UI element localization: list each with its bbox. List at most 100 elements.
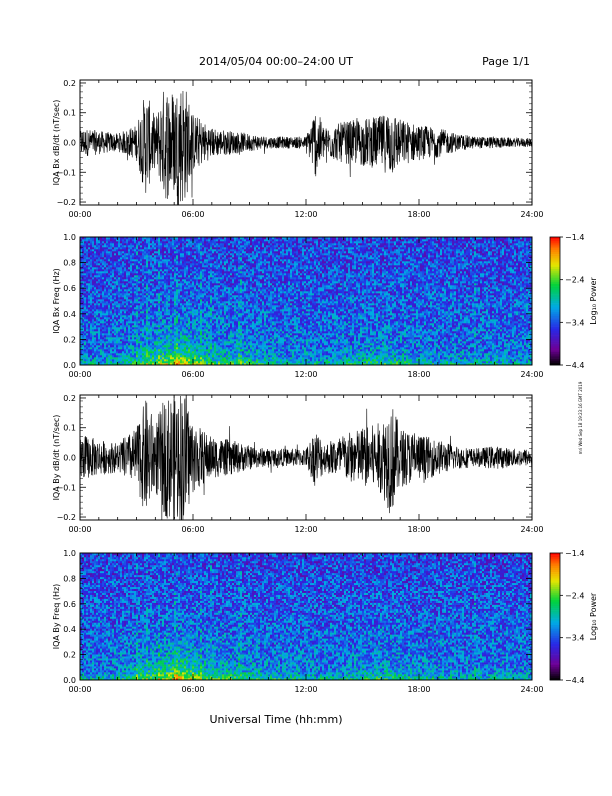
heatmap-cell	[222, 249, 224, 251]
heatmap-cell	[190, 271, 192, 273]
heatmap-cell	[110, 359, 112, 361]
heatmap-cell	[218, 359, 220, 361]
heatmap-cell	[148, 319, 150, 321]
heatmap-cell	[156, 281, 158, 283]
heatmap-cell	[118, 329, 120, 331]
heatmap-cell	[102, 349, 104, 351]
heatmap-cell	[124, 245, 126, 247]
heatmap-cell	[88, 359, 90, 361]
heatmap-cell	[204, 321, 206, 323]
heatmap-cell	[226, 269, 228, 271]
heatmap-cell	[216, 313, 218, 315]
heatmap-cell	[138, 315, 140, 317]
heatmap-cell	[86, 251, 88, 253]
heatmap-cell	[166, 247, 168, 249]
heatmap-cell	[198, 241, 200, 243]
heatmap-cell	[182, 273, 184, 275]
heatmap-cell	[210, 275, 212, 277]
heatmap-cell	[170, 273, 172, 275]
heatmap-cell	[156, 295, 158, 297]
heatmap-cell	[214, 355, 216, 357]
heatmap-cell	[204, 303, 206, 305]
heatmap-cell	[196, 267, 198, 269]
heatmap-cell	[120, 311, 122, 313]
heatmap-cell	[196, 277, 198, 279]
heatmap-cell	[92, 329, 94, 331]
heatmap-cell	[182, 239, 184, 241]
heatmap-cell	[118, 337, 120, 339]
heatmap-cell	[160, 285, 162, 287]
heatmap-cell	[186, 341, 188, 343]
heatmap-cell	[184, 305, 186, 307]
heatmap-cell	[146, 325, 148, 327]
heatmap-cell	[164, 283, 166, 285]
heatmap-cell	[202, 249, 204, 251]
heatmap-cell	[170, 327, 172, 329]
heatmap-cell	[198, 307, 200, 309]
heatmap-cell	[156, 313, 158, 315]
heatmap-cell	[174, 349, 176, 351]
heatmap-cell	[208, 337, 210, 339]
heatmap-cell	[220, 273, 222, 275]
heatmap-cell	[222, 313, 224, 315]
heatmap-cell	[186, 339, 188, 341]
heatmap-cell	[124, 279, 126, 281]
heatmap-cell	[226, 255, 228, 257]
heatmap-cell	[214, 265, 216, 267]
heatmap-cell	[208, 299, 210, 301]
heatmap-cell	[110, 297, 112, 299]
heatmap-cell	[118, 245, 120, 247]
heatmap-cell	[218, 331, 220, 333]
heatmap-cell	[182, 289, 184, 291]
heatmap-cell	[124, 275, 126, 277]
heatmap-cell	[192, 351, 194, 353]
heatmap-cell	[200, 241, 202, 243]
heatmap-cell	[136, 347, 138, 349]
heatmap-cell	[190, 239, 192, 241]
heatmap-cell	[94, 305, 96, 307]
heatmap-cell	[84, 259, 86, 261]
heatmap-cell	[192, 319, 194, 321]
heatmap-cell	[132, 307, 134, 309]
heatmap-cell	[164, 249, 166, 251]
heatmap-cell	[198, 259, 200, 261]
heatmap-cell	[166, 329, 168, 331]
heatmap-cell	[112, 361, 114, 363]
heatmap-cell	[206, 299, 208, 301]
heatmap-cell	[144, 293, 146, 295]
heatmap-cell	[152, 345, 154, 347]
heatmap-cell	[198, 339, 200, 341]
heatmap-cell	[196, 331, 198, 333]
heatmap-cell	[84, 321, 86, 323]
heatmap-cell	[104, 349, 106, 351]
heatmap-cell	[86, 335, 88, 337]
heatmap-cell	[128, 335, 130, 337]
heatmap-cell	[90, 295, 92, 297]
heatmap-cell	[114, 309, 116, 311]
heatmap-cell	[230, 279, 232, 281]
heatmap-cell	[202, 301, 204, 303]
heatmap-cell	[206, 241, 208, 243]
heatmap-cell	[140, 317, 142, 319]
heatmap-cell	[136, 275, 138, 277]
heatmap-cell	[204, 345, 206, 347]
heatmap-cell	[204, 281, 206, 283]
heatmap-cell	[120, 303, 122, 305]
heatmap-cell	[216, 333, 218, 335]
heatmap-cell	[190, 305, 192, 307]
heatmap-cell	[110, 265, 112, 267]
heatmap-cell	[124, 273, 126, 275]
heatmap-cell	[176, 269, 178, 271]
heatmap-cell	[88, 317, 90, 319]
heatmap-cell	[96, 331, 98, 333]
heatmap-cell	[160, 347, 162, 349]
heatmap-cell	[202, 351, 204, 353]
heatmap-cell	[94, 247, 96, 249]
heatmap-cell	[196, 285, 198, 287]
heatmap-cell	[174, 263, 176, 265]
heatmap-cell	[198, 357, 200, 359]
heatmap-cell	[112, 303, 114, 305]
heatmap-cell	[186, 309, 188, 311]
heatmap-cell	[170, 279, 172, 281]
heatmap-cell	[152, 361, 154, 363]
